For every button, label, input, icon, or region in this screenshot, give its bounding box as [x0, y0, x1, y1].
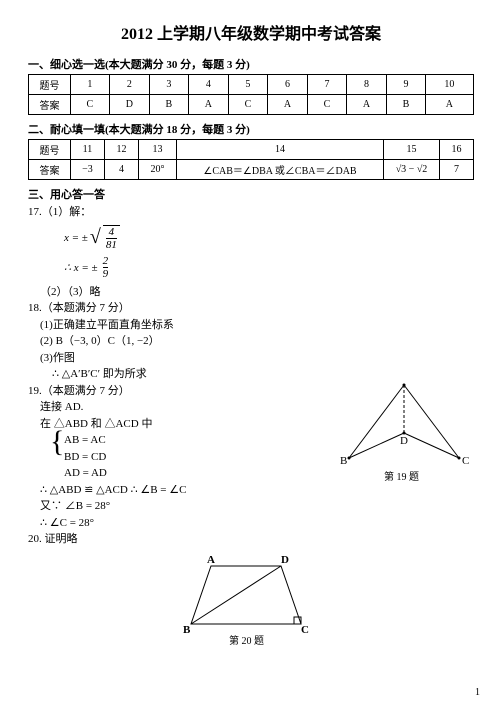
q17-eq2: ∴ x = ± 2 9: [64, 255, 474, 280]
section2-heading: 二、耐心填一填(本大题满分 18 分，每题 3 分): [28, 121, 474, 137]
eq-text: ∴ x = ±: [64, 261, 98, 274]
q19-l5: ∴ ∠C = 28°: [40, 515, 474, 532]
q19-l4: 又∵ ∠B = 28°: [40, 498, 474, 515]
cell: 16: [440, 140, 474, 160]
cell: A: [267, 95, 307, 115]
cell: B: [387, 95, 426, 115]
q20-head: 20. 证明略: [28, 531, 474, 548]
pt-d: D: [400, 435, 408, 447]
q18-head: 18.（本题满分 7 分）: [28, 300, 474, 317]
cell: 7: [440, 160, 474, 180]
fig-caption: 第 20 题: [229, 632, 264, 647]
cell: 4: [188, 75, 228, 95]
cell: A: [188, 95, 228, 115]
q18-l2: (2) B（−3, 0）C（1, −2）: [40, 333, 474, 350]
table-row: 答案 −3 4 20° ∠CAB＝∠DBA 或∠CBA＝∠DAB √3 − √2…: [29, 160, 474, 180]
sqrt-icon: √: [90, 226, 101, 249]
q18-l1: (1)正确建立平面直角坐标系: [40, 317, 474, 334]
cell: √3 − √2: [384, 160, 440, 180]
cell: C: [229, 95, 268, 115]
pt-c: C: [462, 455, 469, 467]
cell: 20°: [139, 160, 177, 180]
pt-a: A: [207, 554, 215, 566]
cell: C: [71, 95, 110, 115]
q19-figure: A B C D 第 19 题: [334, 383, 474, 493]
cell: 14: [177, 140, 384, 160]
cell: 4: [105, 160, 139, 180]
q17-head: 17.（1）解：: [28, 204, 474, 221]
brace-group: AB = AC BD = CD AD = AD: [58, 432, 107, 482]
cell: 2: [109, 75, 149, 95]
cell: 3: [150, 75, 189, 95]
q18-l4: ∴ △A′B′C′ 即为所求: [52, 366, 474, 383]
cell: A: [346, 95, 386, 115]
q18-l3: (3)作图: [40, 350, 474, 367]
cell: 11: [71, 140, 105, 160]
cell: C: [308, 95, 347, 115]
section1-heading: 一、细心选一选(本大题满分 30 分，每题 3 分): [28, 56, 474, 72]
pt-b: B: [183, 624, 190, 636]
cell: 1: [71, 75, 110, 95]
brace-line: BD = CD: [64, 449, 107, 466]
cell: 8: [346, 75, 386, 95]
row-label: 题号: [29, 140, 71, 160]
pt-a: A: [400, 383, 408, 385]
frac-den: 81: [106, 239, 117, 251]
table-row: 答案 C D B A C A C A B A: [29, 95, 474, 115]
eq-text: x = ±: [64, 232, 88, 244]
cell: 5: [229, 75, 268, 95]
frac-den: 9: [103, 268, 109, 280]
q17-part2: （2）（3）略: [40, 284, 474, 301]
cell: D: [109, 95, 149, 115]
table-row: 题号 11 12 13 14 15 16: [29, 140, 474, 160]
pt-d: D: [281, 554, 289, 566]
table-section2: 题号 11 12 13 14 15 16 答案 −3 4 20° ∠CAB＝∠D…: [28, 139, 474, 180]
cell: 9: [387, 75, 426, 95]
brace-line: AB = AC: [64, 432, 107, 449]
frac-num: 4: [106, 226, 117, 239]
frac-num: 2: [103, 255, 109, 268]
ans-label: 答案: [29, 95, 71, 115]
fig-caption: 第 19 题: [384, 468, 419, 483]
page-number: 1: [475, 687, 480, 698]
table-section1: 题号 1 2 3 4 5 6 7 8 9 10 答案 C D B A C A C…: [28, 74, 474, 115]
section3-heading: 三、用心答一答: [28, 186, 474, 202]
ans-label: 答案: [29, 160, 71, 180]
cell: 13: [139, 140, 177, 160]
cell: 15: [384, 140, 440, 160]
brace-line: AD = AD: [64, 465, 107, 482]
q17-eq1: x = ± √ 4 81: [64, 225, 474, 251]
cell: 10: [425, 75, 473, 95]
cell: ∠CAB＝∠DBA 或∠CBA＝∠DAB: [177, 160, 384, 180]
row-label: 题号: [29, 75, 71, 95]
q20-figure: A D B C 第 20 题: [171, 554, 331, 654]
cell: 12: [105, 140, 139, 160]
cell: −3: [71, 160, 105, 180]
pt-b: B: [340, 455, 347, 467]
page-title: 2012 上学期八年级数学期中考试答案: [28, 20, 474, 44]
cell: A: [425, 95, 473, 115]
pt-c: C: [301, 624, 309, 636]
table-row: 题号 1 2 3 4 5 6 7 8 9 10: [29, 75, 474, 95]
cell: 6: [267, 75, 307, 95]
cell: B: [150, 95, 189, 115]
cell: 7: [308, 75, 347, 95]
